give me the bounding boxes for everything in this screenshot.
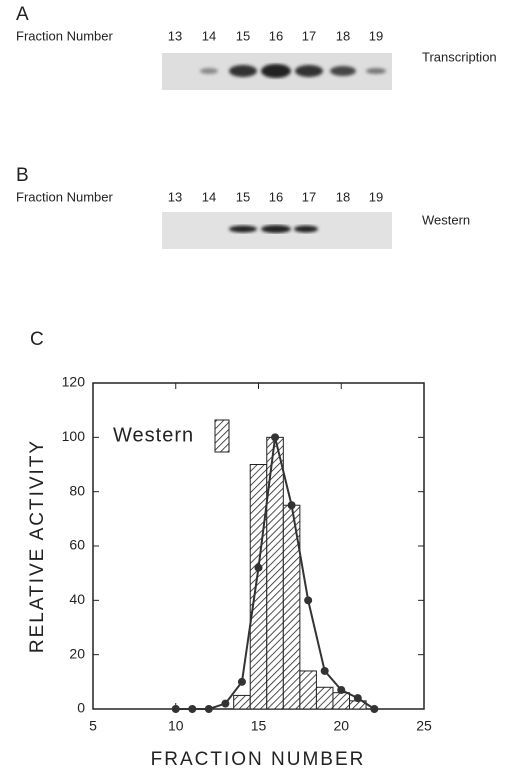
fraction-label: 14 <box>202 189 216 204</box>
x-tick-label: 15 <box>251 718 267 734</box>
point <box>221 700 229 708</box>
axis-label: Fraction Number <box>16 189 113 204</box>
axis-label: Fraction Number <box>16 28 113 43</box>
point <box>205 705 213 713</box>
panel-label: B <box>16 165 29 186</box>
bar <box>300 671 317 709</box>
x-tick-label: 25 <box>416 718 432 734</box>
panel-label: A <box>16 4 29 25</box>
fraction-label: 18 <box>336 28 350 43</box>
fraction-label: 18 <box>336 189 350 204</box>
panel-label: C <box>30 329 44 350</box>
point <box>304 596 312 604</box>
fraction-label: 15 <box>236 28 250 43</box>
y-tick-label: 60 <box>69 537 85 553</box>
fraction-label: 14 <box>202 28 216 43</box>
bar <box>234 695 251 709</box>
fraction-label: 16 <box>269 28 283 43</box>
fraction-label: 19 <box>369 28 383 43</box>
point <box>188 705 196 713</box>
point <box>271 433 279 441</box>
fraction-label: 13 <box>168 28 182 43</box>
point <box>288 501 296 509</box>
y-axis-title: RELATIVE ACTIVITY <box>27 439 48 653</box>
legend-label: Western <box>113 424 194 446</box>
fraction-label: 17 <box>302 28 316 43</box>
point <box>255 564 263 572</box>
legend-swatch <box>215 420 229 452</box>
x-axis-title: FRACTION NUMBER <box>151 749 366 770</box>
y-tick-label: 120 <box>62 374 86 390</box>
y-tick-label: 100 <box>62 428 86 444</box>
y-tick-label: 80 <box>69 482 85 498</box>
x-tick-label: 5 <box>89 718 97 734</box>
point <box>172 705 180 713</box>
bar <box>316 687 333 709</box>
x-tick-label: 20 <box>333 718 349 734</box>
fraction-label: 15 <box>236 189 250 204</box>
y-tick-label: 40 <box>69 591 85 607</box>
point <box>238 678 246 686</box>
lane-label: Transcription <box>422 49 497 64</box>
point <box>337 686 345 694</box>
bar <box>333 693 350 709</box>
fraction-label: 16 <box>269 189 283 204</box>
point <box>321 667 329 675</box>
figure: A Fraction Number Transcription B Fracti… <box>0 0 516 770</box>
point <box>354 694 362 702</box>
gel-bands <box>229 225 318 233</box>
bar <box>250 465 267 710</box>
y-tick-label: 0 <box>77 700 85 716</box>
point <box>370 705 378 713</box>
fraction-label: 17 <box>302 189 316 204</box>
lane-label: Western <box>422 212 470 227</box>
fraction-label: 13 <box>168 189 182 204</box>
fraction-label: 19 <box>369 189 383 204</box>
x-tick-label: 10 <box>168 718 184 734</box>
y-tick-label: 20 <box>69 645 85 661</box>
